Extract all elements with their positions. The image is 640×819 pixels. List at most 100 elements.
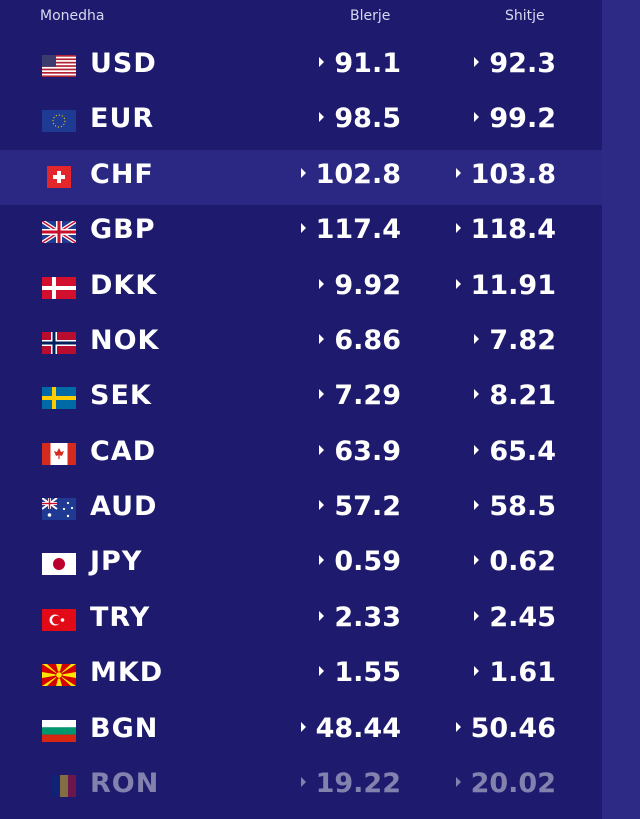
currency-code: EUR	[90, 103, 155, 134]
currency-code: AUD	[90, 491, 158, 522]
currency-code: NOK	[90, 325, 160, 356]
rate-row-nok[interactable]: NOK 6.86 7.82	[0, 316, 602, 371]
table-header: Monedha Blerje Shitje	[0, 0, 602, 38]
bg-flag-icon	[42, 720, 76, 742]
buy-value: 9.92	[319, 270, 401, 301]
rate-row-jpy[interactable]: JPY 0.59 0.62	[0, 537, 602, 592]
header-sell: Shitje	[505, 8, 545, 24]
rate-row-chf[interactable]: CHF 102.8 103.8	[0, 150, 602, 205]
caret-right-icon	[455, 721, 461, 732]
sell-value: 11.91	[455, 270, 556, 301]
caret-right-icon	[455, 278, 461, 289]
caret-right-icon	[319, 444, 325, 455]
rate-row-aud[interactable]: AUD 57.2 58.5	[0, 482, 602, 537]
buy-value: 0.59	[319, 546, 401, 577]
currency-code: GBP	[90, 214, 156, 245]
caret-right-icon	[455, 222, 461, 233]
buy-value: 63.9	[319, 436, 401, 467]
caret-right-icon	[474, 388, 480, 399]
caret-right-icon	[455, 167, 461, 178]
caret-right-icon	[474, 610, 480, 621]
rate-row-cad[interactable]: CAD 63.9 65.4	[0, 427, 602, 482]
buy-value: 1.55	[319, 657, 401, 688]
sell-value: 50.46	[455, 713, 556, 744]
header-buy: Blerje	[350, 8, 391, 24]
caret-right-icon	[300, 167, 306, 178]
caret-right-icon	[474, 333, 480, 344]
sell-value: 7.82	[474, 325, 556, 356]
currency-code: RON	[90, 768, 160, 799]
caret-right-icon	[319, 665, 325, 676]
rate-row-ron[interactable]: RON 19.22 20.02	[0, 759, 602, 814]
sell-value: 92.3	[474, 48, 556, 79]
caret-right-icon	[474, 499, 480, 510]
sell-value: 103.8	[455, 159, 556, 190]
currency-code: USD	[90, 48, 157, 79]
rate-row-usd[interactable]: USD 91.1 92.3	[0, 39, 602, 94]
caret-right-icon	[300, 721, 306, 732]
mk-flag-icon	[42, 664, 76, 686]
ch-flag-icon	[47, 166, 71, 188]
currency-code: TRY	[90, 602, 151, 633]
caret-right-icon	[319, 111, 325, 122]
sell-value: 58.5	[474, 491, 556, 522]
rate-row-mkd[interactable]: MKD 1.55 1.61	[0, 648, 602, 703]
currency-code: MKD	[90, 657, 164, 688]
sell-value: 118.4	[455, 214, 556, 245]
jp-flag-icon	[42, 553, 76, 575]
buy-value: 57.2	[319, 491, 401, 522]
sell-value: 2.45	[474, 602, 556, 633]
caret-right-icon	[455, 776, 461, 787]
eu-flag-icon	[42, 110, 76, 132]
rate-row-dkk[interactable]: DKK 9.92 11.91	[0, 261, 602, 316]
sell-value: 20.02	[455, 768, 556, 799]
sell-value: 8.21	[474, 380, 556, 411]
rate-row-try[interactable]: TRY 2.33 2.45	[0, 593, 602, 648]
caret-right-icon	[300, 222, 306, 233]
currency-code: BGN	[90, 713, 159, 744]
caret-right-icon	[319, 278, 325, 289]
exchange-rates-panel: Monedha Blerje Shitje USD 91.1 92.3	[0, 0, 602, 814]
currency-code: CHF	[90, 159, 154, 190]
buy-value: 2.33	[319, 602, 401, 633]
buy-value: 98.5	[319, 103, 401, 134]
caret-right-icon	[474, 111, 480, 122]
currency-code: CAD	[90, 436, 157, 467]
buy-value: 6.86	[319, 325, 401, 356]
caret-right-icon	[319, 610, 325, 621]
buy-value: 91.1	[319, 48, 401, 79]
caret-right-icon	[319, 388, 325, 399]
rate-row-gbp[interactable]: GBP 117.4 118.4	[0, 205, 602, 260]
currency-code: JPY	[90, 546, 143, 577]
caret-right-icon	[319, 499, 325, 510]
side-scroll-area	[602, 0, 640, 819]
us-flag-icon	[42, 55, 76, 77]
ca-flag-icon	[42, 443, 76, 465]
buy-value: 7.29	[319, 380, 401, 411]
no-flag-icon	[42, 332, 76, 354]
sell-value: 65.4	[474, 436, 556, 467]
currency-code: SEK	[90, 380, 152, 411]
caret-right-icon	[319, 333, 325, 344]
rate-row-sek[interactable]: SEK 7.29 8.21	[0, 371, 602, 426]
buy-value: 48.44	[300, 713, 401, 744]
caret-right-icon	[319, 554, 325, 565]
buy-value: 102.8	[300, 159, 401, 190]
tr-flag-icon	[42, 609, 76, 631]
sell-value: 99.2	[474, 103, 556, 134]
rate-row-eur[interactable]: EUR 98.5 99.2	[0, 94, 602, 149]
caret-right-icon	[474, 56, 480, 67]
au-flag-icon	[42, 498, 76, 520]
caret-right-icon	[319, 56, 325, 67]
caret-right-icon	[474, 554, 480, 565]
sell-value: 0.62	[474, 546, 556, 577]
buy-value: 117.4	[300, 214, 401, 245]
se-flag-icon	[42, 387, 76, 409]
caret-right-icon	[474, 444, 480, 455]
caret-right-icon	[474, 665, 480, 676]
rate-row-bgn[interactable]: BGN 48.44 50.46	[0, 704, 602, 759]
dk-flag-icon	[42, 277, 76, 299]
ro-flag-icon	[52, 775, 76, 797]
gb-flag-icon	[42, 221, 76, 243]
buy-value: 19.22	[300, 768, 401, 799]
